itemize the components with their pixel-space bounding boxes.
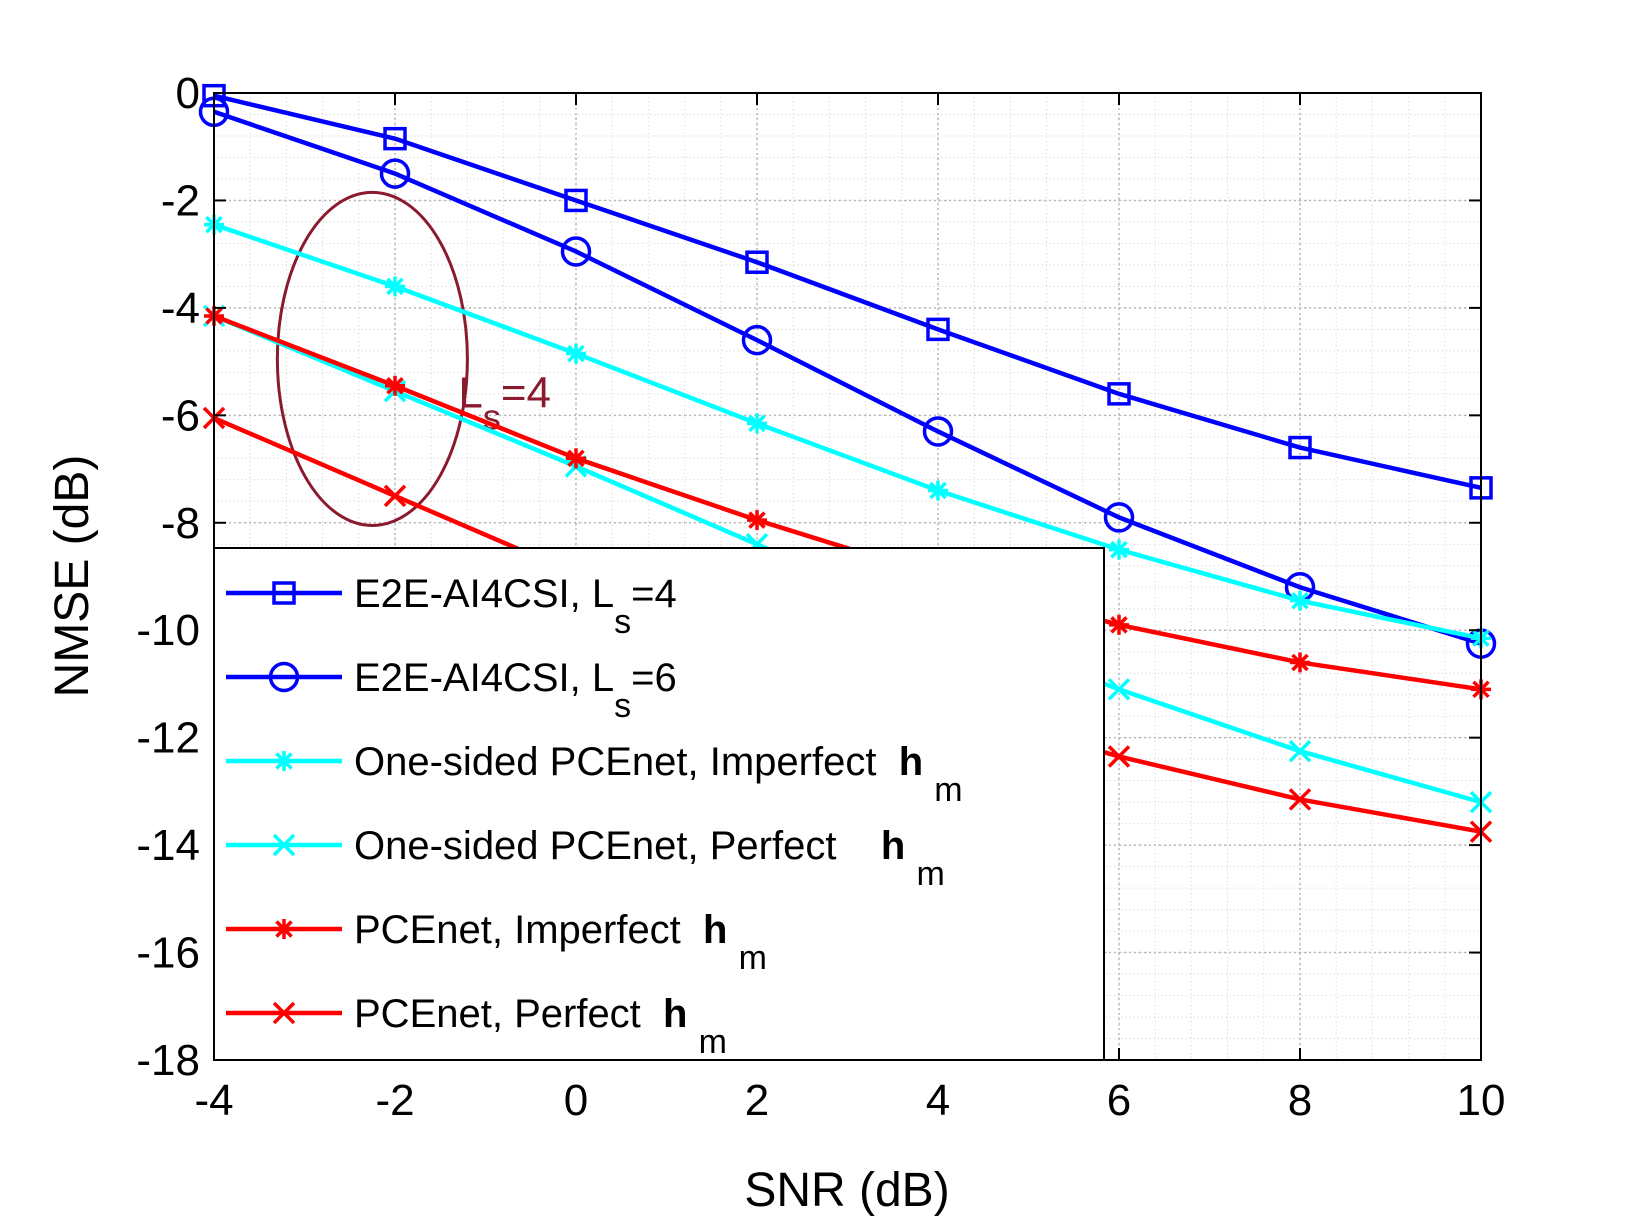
data-point (385, 276, 405, 297)
x-tick-label: 2 (745, 1076, 769, 1125)
y-tick-label: -8 (161, 499, 200, 548)
annotation-label: Ls=4 (458, 368, 551, 437)
data-point (1288, 435, 1312, 460)
data-point (385, 375, 405, 396)
x-tick-label: 6 (1107, 1076, 1131, 1125)
data-point (928, 480, 948, 501)
data-point (560, 236, 592, 267)
annotations: Ls=4 (275, 190, 551, 527)
legend-box (213, 547, 1105, 1061)
series-line (213, 109, 1482, 646)
y-tick-label: -6 (161, 391, 200, 440)
legend-marker (274, 919, 294, 939)
data-point (383, 126, 407, 151)
data-point (745, 250, 769, 274)
data-point (747, 413, 767, 434)
x-tick-label: 8 (1288, 1076, 1312, 1125)
data-point (1288, 739, 1312, 763)
legend-marker (272, 833, 296, 857)
legend-label: E2E-AI4CSI, Ls=6 (354, 656, 677, 725)
data-point (1290, 652, 1310, 673)
legend-label: PCEnet, Perfect h m (354, 992, 727, 1061)
y-axis-label: NMSE (dB) (46, 455, 99, 698)
legend-entry: PCEnet, Perfect h m (226, 992, 727, 1061)
data-point (379, 158, 411, 189)
data-point (383, 484, 407, 508)
y-tick-label: -14 (136, 821, 200, 870)
y-tick-label: 0 (176, 69, 200, 118)
highlight-ellipse (275, 190, 469, 527)
data-point (1290, 590, 1310, 611)
y-tick-label: -18 (136, 1036, 200, 1085)
data-point (1103, 502, 1135, 533)
series-line (213, 93, 1482, 491)
x-tick-label: 0 (564, 1076, 588, 1125)
x-tick-label: -2 (375, 1076, 414, 1125)
legend-label: PCEnet, Imperfect h m (354, 908, 767, 977)
data-point (566, 343, 586, 364)
legend-marker (272, 581, 296, 605)
legend-label: One-sided PCEnet, Imperfect h m (354, 740, 963, 809)
legend-entry: One-sided PCEnet, Imperfect h m (226, 740, 963, 809)
data-point (747, 510, 767, 531)
legend-label: E2E-AI4CSI, Ls=4 (354, 572, 677, 641)
legend-marker (272, 1001, 296, 1025)
data-point (1107, 745, 1131, 768)
legend-entry: E2E-AI4CSI, Ls=6 (226, 656, 677, 725)
legend-label: One-sided PCEnet, Perfect h m (354, 824, 945, 893)
x-tick-label: -4 (194, 1076, 233, 1125)
data-point (1107, 382, 1131, 406)
data-point (564, 188, 588, 213)
y-tick-label: -16 (136, 929, 200, 978)
x-tick-label: 4 (926, 1076, 950, 1125)
series-line (213, 222, 1482, 641)
data-point (922, 416, 954, 447)
legend-entry: E2E-AI4CSI, Ls=4 (226, 572, 677, 641)
legend-entry: One-sided PCEnet, Perfect h m (226, 824, 945, 893)
data-point (1107, 678, 1131, 701)
legend: E2E-AI4CSI, Ls=4 E2E-AI4CSI, Ls=6 One-side… (213, 547, 1105, 1061)
tick-labels: -4 -2 0 2 4 6 8 10 0 -2 -4 -6 -8 -10 -12 -14 -16 -18 (136, 69, 1505, 1125)
x-tick-label: 10 (1457, 1076, 1506, 1125)
legend-marker (268, 661, 300, 693)
y-tick-label: -4 (161, 284, 200, 333)
y-tick-label: -10 (136, 606, 200, 655)
data-point (741, 324, 773, 356)
legend-entry: PCEnet, Imperfect h m (226, 908, 767, 977)
x-axis-label: SNR (dB) (744, 1164, 949, 1217)
data-point (1109, 539, 1129, 560)
data-point (1288, 788, 1312, 811)
y-tick-label: -2 (161, 176, 200, 225)
data-point (566, 448, 586, 469)
legend-marker (274, 751, 294, 771)
data-point (926, 317, 950, 342)
y-tick-label: -12 (136, 714, 200, 763)
data-point (1109, 614, 1129, 635)
